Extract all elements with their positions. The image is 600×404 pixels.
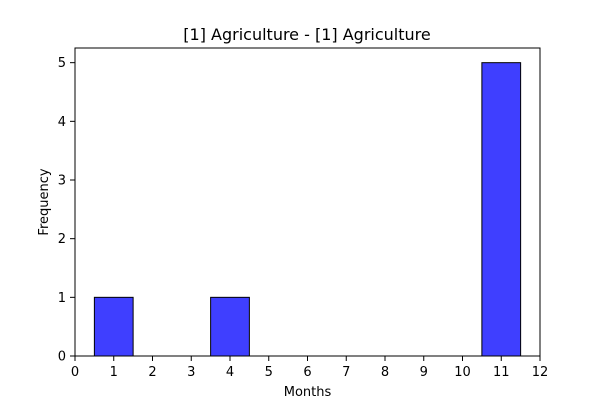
y-tick-label-0: 0 [58, 350, 66, 365]
x-tick-label-2: 2 [148, 365, 156, 380]
bars-layer [93, 62, 522, 357]
bar-3 [481, 62, 522, 357]
x-axis-label: Months [284, 385, 332, 400]
x-tick-label-9: 9 [420, 365, 428, 380]
plot-frame [74, 47, 541, 357]
x-tick-label-10: 10 [454, 365, 471, 380]
chart-title: [1] Agriculture - [1] Agriculture [183, 25, 430, 44]
x-tick-label-4: 4 [226, 365, 234, 380]
x-tick-label-12: 12 [532, 365, 549, 380]
x-tick-label-5: 5 [265, 365, 273, 380]
y-tick-label-3: 3 [58, 174, 66, 189]
x-tick-label-11: 11 [493, 365, 510, 380]
x-tick-label-3: 3 [187, 365, 195, 380]
y-tick-label-2: 2 [58, 232, 66, 247]
x-tick-label-0: 0 [71, 365, 79, 380]
y-tick-label-5: 5 [58, 56, 66, 71]
x-tick-label-1: 1 [110, 365, 118, 380]
x-tick-label-8: 8 [381, 365, 389, 380]
bar-2 [210, 296, 250, 357]
bar-1 [93, 296, 134, 357]
y-tick-label-4: 4 [58, 115, 66, 130]
x-tick-label-7: 7 [342, 365, 350, 380]
y-axis-label: Frequency [37, 168, 52, 235]
y-tick-label-1: 1 [58, 291, 66, 306]
x-tick-label-6: 6 [303, 365, 311, 380]
